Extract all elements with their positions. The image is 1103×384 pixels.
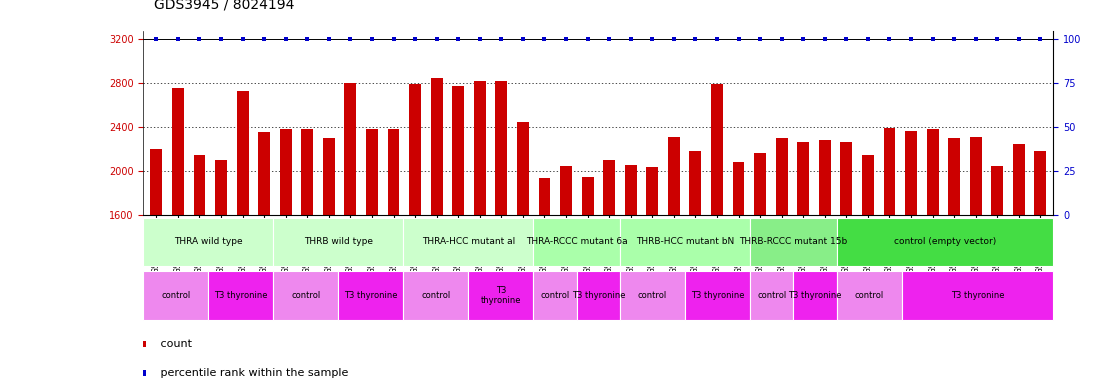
Bar — [818, 141, 831, 215]
Text: T3
thyronine: T3 thyronine — [481, 286, 521, 305]
Bar — [143, 218, 274, 266]
Text: THRA wild type: THRA wild type — [174, 237, 243, 247]
Bar — [143, 271, 208, 320]
Bar — [215, 160, 227, 215]
Bar — [732, 162, 745, 215]
Text: control: control — [161, 291, 191, 300]
Bar — [992, 166, 1004, 215]
Bar — [754, 152, 765, 215]
Bar — [258, 132, 270, 215]
Bar — [409, 84, 421, 215]
Text: control: control — [421, 291, 450, 300]
Bar — [837, 218, 1053, 266]
Bar — [404, 218, 534, 266]
Bar — [927, 129, 939, 215]
Bar — [620, 271, 685, 320]
Bar — [534, 218, 620, 266]
Text: T3 thyronine: T3 thyronine — [214, 291, 268, 300]
Bar — [538, 178, 550, 215]
Bar — [534, 271, 577, 320]
Bar — [902, 271, 1053, 320]
Bar — [775, 138, 788, 215]
Bar — [646, 167, 658, 215]
Text: GDS3945 / 8024194: GDS3945 / 8024194 — [154, 0, 295, 12]
Bar — [237, 91, 248, 215]
Bar — [208, 271, 274, 320]
Text: THRA-HCC mutant al: THRA-HCC mutant al — [421, 237, 515, 247]
Bar — [469, 271, 534, 320]
Bar — [193, 155, 205, 215]
Bar — [301, 129, 313, 215]
Bar — [711, 84, 722, 215]
Bar — [906, 131, 917, 215]
Text: T3 thyronine: T3 thyronine — [951, 291, 1005, 300]
Text: percentile rank within the sample: percentile rank within the sample — [157, 368, 349, 378]
Bar — [452, 86, 464, 215]
Bar — [560, 166, 572, 215]
Text: control: control — [638, 291, 667, 300]
Bar — [581, 177, 593, 215]
Bar — [339, 271, 404, 320]
Bar — [1035, 151, 1047, 215]
Bar — [840, 142, 853, 215]
Bar — [344, 83, 356, 215]
Text: THRB wild type: THRB wild type — [304, 237, 373, 247]
Text: control: control — [291, 291, 321, 300]
Text: control: control — [855, 291, 884, 300]
Text: T3 thyronine: T3 thyronine — [789, 291, 842, 300]
Bar — [274, 271, 339, 320]
Bar — [172, 88, 184, 215]
Bar — [150, 149, 162, 215]
Bar — [685, 271, 750, 320]
Text: control: control — [757, 291, 786, 300]
Bar — [970, 137, 982, 215]
Bar — [495, 81, 507, 215]
Text: THRB-HCC mutant bN: THRB-HCC mutant bN — [636, 237, 735, 247]
Bar — [750, 218, 837, 266]
Text: T3 thyronine: T3 thyronine — [571, 291, 625, 300]
Bar — [366, 129, 378, 215]
Text: THRA-RCCC mutant 6a: THRA-RCCC mutant 6a — [526, 237, 628, 247]
Bar — [689, 151, 702, 215]
Bar — [668, 137, 679, 215]
Bar — [793, 271, 837, 320]
Text: count: count — [157, 339, 192, 349]
Bar — [750, 271, 793, 320]
Text: THRB-RCCC mutant 15b: THRB-RCCC mutant 15b — [739, 237, 847, 247]
Bar — [323, 138, 335, 215]
Bar — [404, 271, 469, 320]
Bar — [280, 129, 291, 215]
Bar — [517, 122, 528, 215]
Bar — [577, 271, 620, 320]
Bar — [797, 142, 810, 215]
Bar — [387, 129, 399, 215]
Bar — [861, 155, 874, 215]
Bar — [274, 218, 404, 266]
Bar — [949, 138, 960, 215]
Bar — [474, 81, 485, 215]
Bar — [624, 165, 636, 215]
Bar — [603, 160, 615, 215]
Text: control: control — [540, 291, 569, 300]
Bar — [620, 218, 750, 266]
Text: control (empty vector): control (empty vector) — [893, 237, 996, 247]
Bar — [1013, 144, 1025, 215]
Bar — [431, 78, 442, 215]
Bar — [837, 271, 902, 320]
Text: T3 thyronine: T3 thyronine — [690, 291, 745, 300]
Text: T3 thyronine: T3 thyronine — [344, 291, 398, 300]
Bar — [884, 128, 896, 215]
